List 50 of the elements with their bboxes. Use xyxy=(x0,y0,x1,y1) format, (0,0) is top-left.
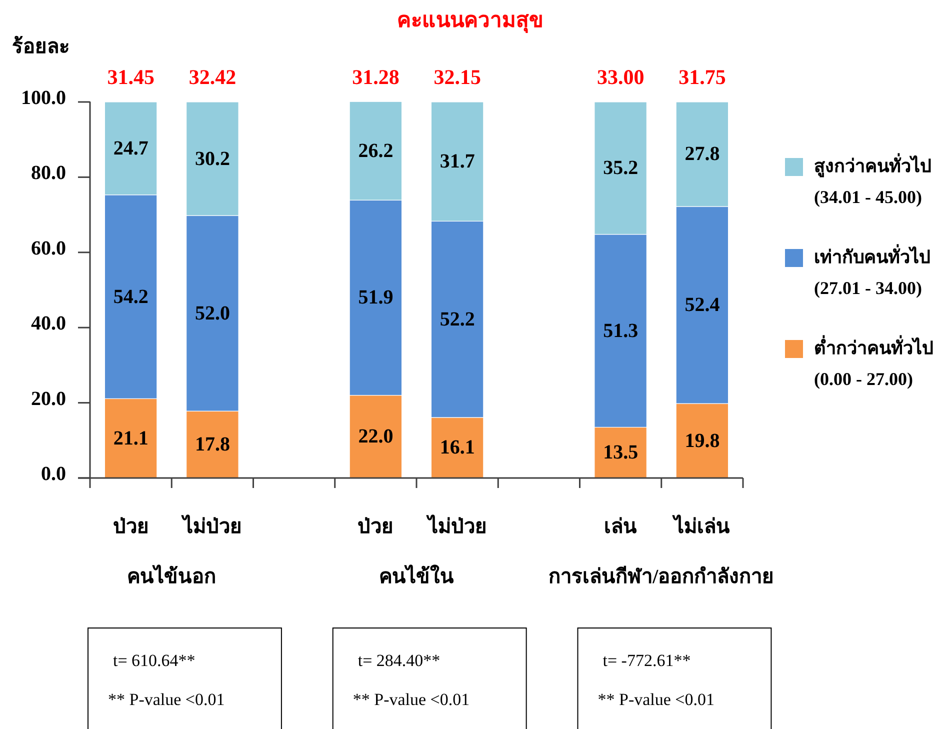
data-label: 54.2 xyxy=(113,286,148,308)
text: 32.42 xyxy=(188,65,236,89)
data-label: 52.0 xyxy=(194,302,230,324)
data-label: 26.2 xyxy=(358,140,394,162)
data-label: 52.4 xyxy=(684,294,720,316)
text: ** P-value <0.01 xyxy=(108,690,225,708)
data-label: 51.9 xyxy=(358,286,394,309)
y-tick-label: 0.0 xyxy=(41,463,66,485)
data-label: 52.2 xyxy=(440,308,475,330)
text: t= -772.61** xyxy=(602,650,691,670)
x-tick-label: ไม่เล่น xyxy=(672,514,730,538)
text: ** P-value <0.01 xyxy=(352,690,470,708)
text: คนไข้ใน xyxy=(379,564,454,588)
data-label: 24.7 xyxy=(113,137,148,160)
text: 33.00 xyxy=(596,65,644,89)
y-tick-label: 60.0 xyxy=(31,237,66,260)
data-label: 17.8 xyxy=(194,434,230,456)
text: การเล่นกีฬา/ออกกำลังกาย xyxy=(548,565,774,588)
y-tick-label: 20.0 xyxy=(31,388,66,410)
data-label: 22.0 xyxy=(358,426,394,448)
text: 32.15 xyxy=(434,65,481,89)
data-label: 19.8 xyxy=(684,430,720,452)
x-tick-label: ป่วย xyxy=(112,516,149,538)
x-tick-label: ไม่ป่วย xyxy=(180,514,242,538)
y-tick-label: 100.0 xyxy=(21,86,66,109)
text: t= 284.40** xyxy=(358,650,440,670)
legend-label: ต่ำกว่าคนทั่วไป (0.00 - 27.00) xyxy=(814,335,933,389)
text: คนไข้นอก xyxy=(127,564,216,588)
text: 31.75 xyxy=(678,65,726,89)
data-label: 35.2 xyxy=(603,157,638,180)
text: ** P-value <0.01 xyxy=(598,690,715,708)
text: 31.45 xyxy=(107,65,154,89)
y-axis-title: ร้อยละ xyxy=(12,35,70,58)
data-label: 27.8 xyxy=(684,143,720,166)
x-tick-label: ไม่ป่วย xyxy=(426,514,487,538)
y-tick-label: 40.0 xyxy=(31,312,66,335)
data-label: 31.7 xyxy=(440,150,475,173)
y-tick-label: 80.0 xyxy=(31,162,66,184)
data-label: 13.5 xyxy=(603,442,638,464)
data-label: 51.3 xyxy=(603,320,638,342)
data-label: 30.2 xyxy=(194,148,230,170)
x-tick-label: เล่น xyxy=(604,516,638,538)
legend-label: สูงกว่าคนทั่วไป (34.01 - 45.00) xyxy=(814,153,931,207)
text: t= 610.64** xyxy=(113,650,196,670)
data-label: 21.1 xyxy=(113,427,148,450)
legend-label: เท่ากับคนทั่วไป (27.01 - 34.00) xyxy=(814,244,930,298)
text: 31.28 xyxy=(352,65,400,89)
x-tick-label: ป่วย xyxy=(358,516,394,538)
data-label: 16.1 xyxy=(440,436,475,459)
chart-title: คะแนนความสุข xyxy=(397,8,543,34)
